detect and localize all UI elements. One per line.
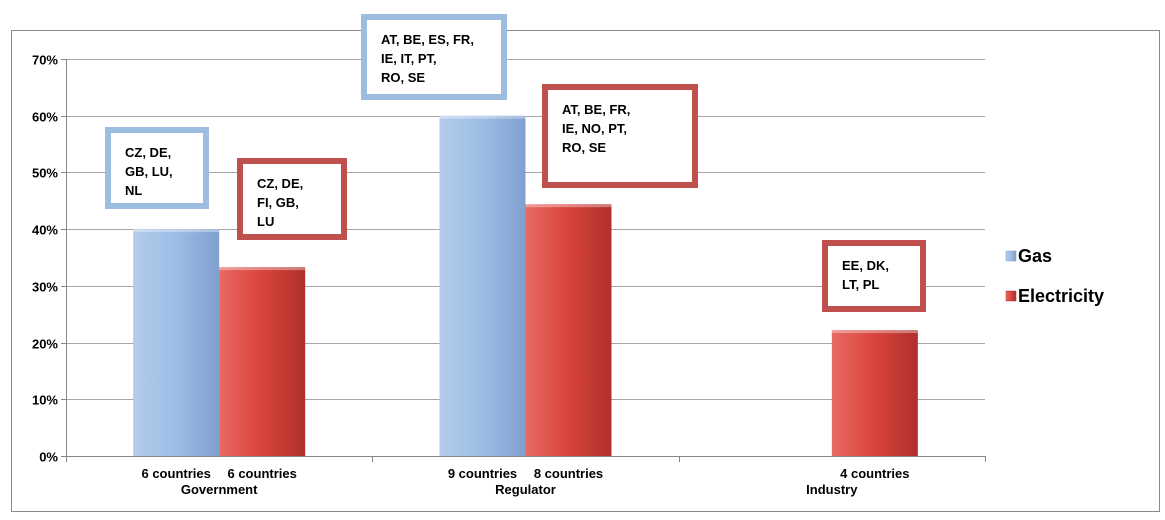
bar-gas-government (133, 229, 220, 456)
annotation-line: AT, BE, FR, (562, 102, 630, 117)
bar-highlight (133, 229, 220, 233)
annotation-border (542, 84, 698, 188)
bar-layer (133, 115, 918, 456)
y-tick-label: 10% (32, 393, 58, 408)
annotation-line: RO, SE (381, 70, 425, 85)
annotation-box-electricity-regulator: AT, BE, FR, IE, NO, PT, RO, SE (542, 84, 698, 188)
annotation-line: IE, IT, PT, (381, 51, 437, 66)
legend-swatch-electricity (1005, 290, 1017, 302)
count-label-electricity: 8 countries (534, 466, 603, 481)
y-tick-label: 30% (32, 280, 58, 295)
category-label-regulator: Regulator (495, 482, 556, 497)
y-tick-label: 20% (32, 337, 58, 352)
bar-electricity-regulator (525, 204, 612, 456)
legend: Gas Electricity (1005, 246, 1104, 306)
category-label-government: Government (181, 482, 258, 497)
annotation-layer: CZ, DE, GB, LU, NL CZ, DE, FI, GB, LU AT, BE, … (105, 14, 926, 312)
annotation-line: RO, SE (562, 140, 606, 155)
y-tick-label: 60% (32, 110, 58, 125)
annotation-border (822, 240, 926, 312)
annotation-box-electricity-government: CZ, DE, FI, GB, LU (237, 158, 347, 240)
annotation-line: NL (125, 183, 142, 198)
bar-highlight (525, 204, 612, 208)
count-label-electricity: 4 countries (840, 466, 909, 481)
count-label-electricity: 6 countries (227, 466, 296, 481)
bar-highlight (831, 330, 918, 334)
axis-layer: 0% 10% 20% 30% 40% 50% 60% 70% (32, 53, 986, 465)
annotation-line: IE, NO, PT, (562, 121, 627, 136)
legend-label-electricity: Electricity (1018, 286, 1104, 306)
annotation-line: LT, PL (842, 277, 879, 292)
annotation-line: EE, DK, (842, 258, 889, 273)
y-tick-label: 40% (32, 223, 58, 238)
bar-highlight (219, 267, 306, 271)
annotation-border (361, 14, 507, 100)
bar-electricity-industry (831, 330, 918, 456)
bar-electricity-government (219, 267, 306, 456)
annotation-line: LU (257, 214, 274, 229)
annotation-box-gas-regulator: AT, BE, ES, FR, IE, IT, PT, RO, SE (361, 14, 507, 100)
category-label-industry: Industry (806, 482, 858, 497)
y-tick-label: 50% (32, 166, 58, 181)
annotation-box-gas-government: CZ, DE, GB, LU, NL (105, 127, 209, 209)
annotation-line: AT, BE, ES, FR, (381, 32, 474, 47)
count-label-gas: 9 countries (448, 466, 517, 481)
annotation-line: CZ, DE, (257, 176, 303, 191)
count-label-gas: 6 countries (141, 466, 210, 481)
bar-gas-regulator (439, 115, 526, 456)
annotation-line: FI, GB, (257, 195, 299, 210)
annotation-line: CZ, DE, (125, 145, 171, 160)
annotation-border (105, 127, 209, 209)
y-tick-label: 70% (32, 53, 58, 68)
annotation-line: GB, LU, (125, 164, 173, 179)
annotation-border (237, 158, 347, 240)
bar-highlight (439, 115, 526, 119)
legend-label-gas: Gas (1018, 246, 1052, 266)
annotation-box-electricity-industry: EE, DK, LT, PL (822, 240, 926, 312)
legend-swatch-gas (1005, 250, 1017, 262)
y-tick-label: 0% (39, 450, 58, 465)
